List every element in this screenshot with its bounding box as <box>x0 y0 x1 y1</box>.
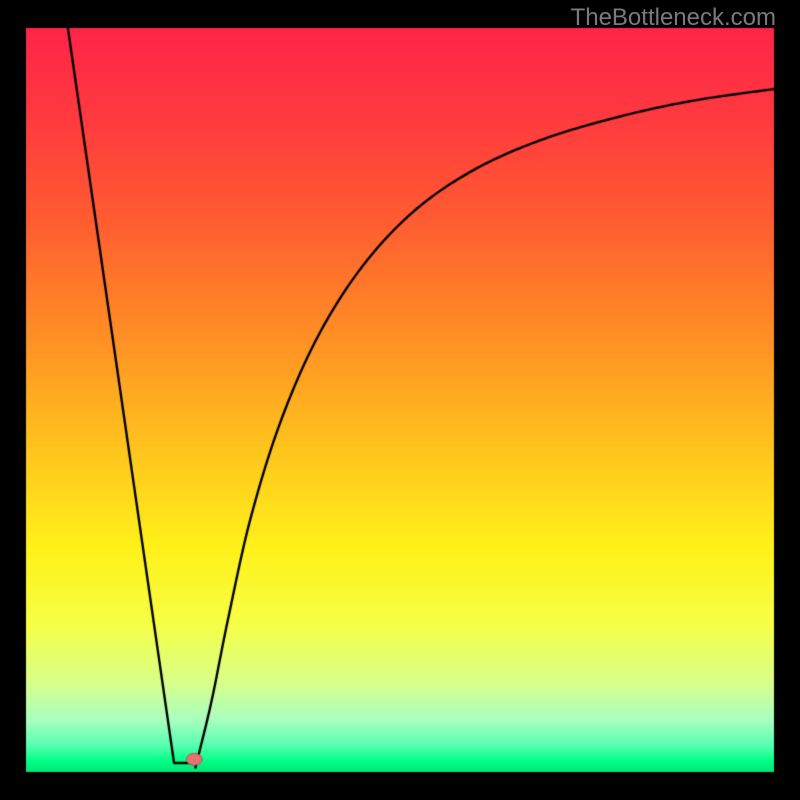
watermark-text: TheBottleneck.com <box>571 4 776 32</box>
bottleneck-curve <box>0 0 800 800</box>
chart-stage: TheBottleneck.com <box>0 0 800 800</box>
